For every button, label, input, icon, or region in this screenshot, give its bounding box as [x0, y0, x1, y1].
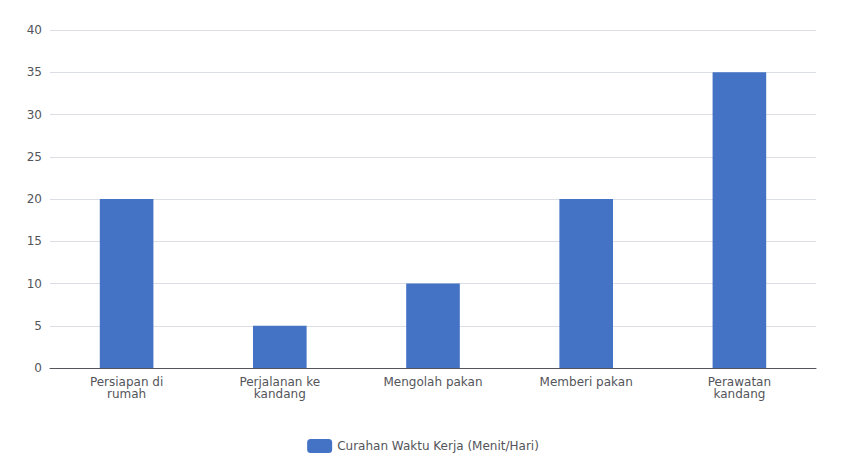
svg-text:kandang: kandang [254, 387, 306, 401]
svg-text:rumah: rumah [107, 387, 146, 401]
svg-text:Persiapan di: Persiapan di [89, 375, 164, 389]
svg-text:40: 40 [27, 23, 42, 37]
svg-text:15: 15 [27, 234, 42, 248]
svg-text:25: 25 [27, 150, 42, 164]
svg-text:Memberi pakan: Memberi pakan [540, 375, 633, 389]
svg-text:Perjalanan ke: Perjalanan ke [239, 375, 321, 389]
svg-text:10: 10 [27, 277, 42, 291]
svg-text:Curahan Waktu Kerja (Menit/Har: Curahan Waktu Kerja (Menit/Hari) [337, 439, 539, 453]
svg-text:20: 20 [27, 192, 42, 206]
svg-text:Perawatan: Perawatan [707, 375, 772, 389]
svg-text:Mengolah pakan: Mengolah pakan [383, 375, 482, 389]
svg-text:0: 0 [34, 361, 42, 375]
svg-text:35: 35 [27, 65, 42, 79]
svg-text:5: 5 [34, 319, 42, 333]
svg-text:kandang: kandang [713, 387, 765, 401]
svg-text:30: 30 [27, 108, 42, 122]
